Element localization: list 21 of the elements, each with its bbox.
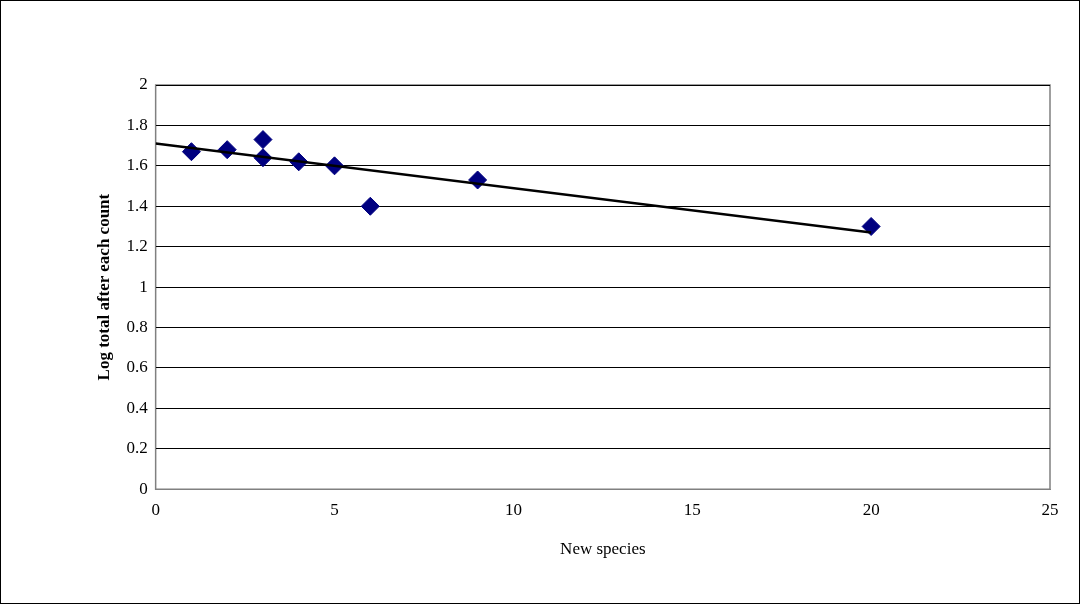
x-tick-label: 5	[330, 499, 339, 519]
y-tick-label: 1	[139, 276, 148, 296]
y-tick-label: 0	[139, 478, 148, 498]
x-tick-label: 20	[862, 499, 880, 519]
x-axis-title: New species	[560, 539, 646, 559]
point	[861, 216, 881, 236]
y-tick-label: 0.8	[126, 316, 148, 336]
x-tick-label: 15	[683, 499, 701, 519]
y-tick-label: 1.6	[126, 155, 148, 175]
y-tick-label: 1.2	[126, 236, 148, 256]
point	[360, 196, 380, 216]
y-axis-title: Log total after each count	[93, 193, 113, 381]
y-tick-label: 2	[139, 74, 148, 94]
x-tick-label: 10	[504, 499, 522, 519]
y-tick-label: 1.8	[126, 114, 148, 134]
y-tick-label: 0.6	[126, 357, 148, 377]
x-tick-label: 25	[1041, 499, 1059, 519]
y-tick-label: 0.2	[126, 438, 148, 458]
y-tick-label: 1.4	[126, 195, 149, 215]
point	[253, 130, 273, 150]
y-tick-label: 0.4	[126, 397, 149, 417]
